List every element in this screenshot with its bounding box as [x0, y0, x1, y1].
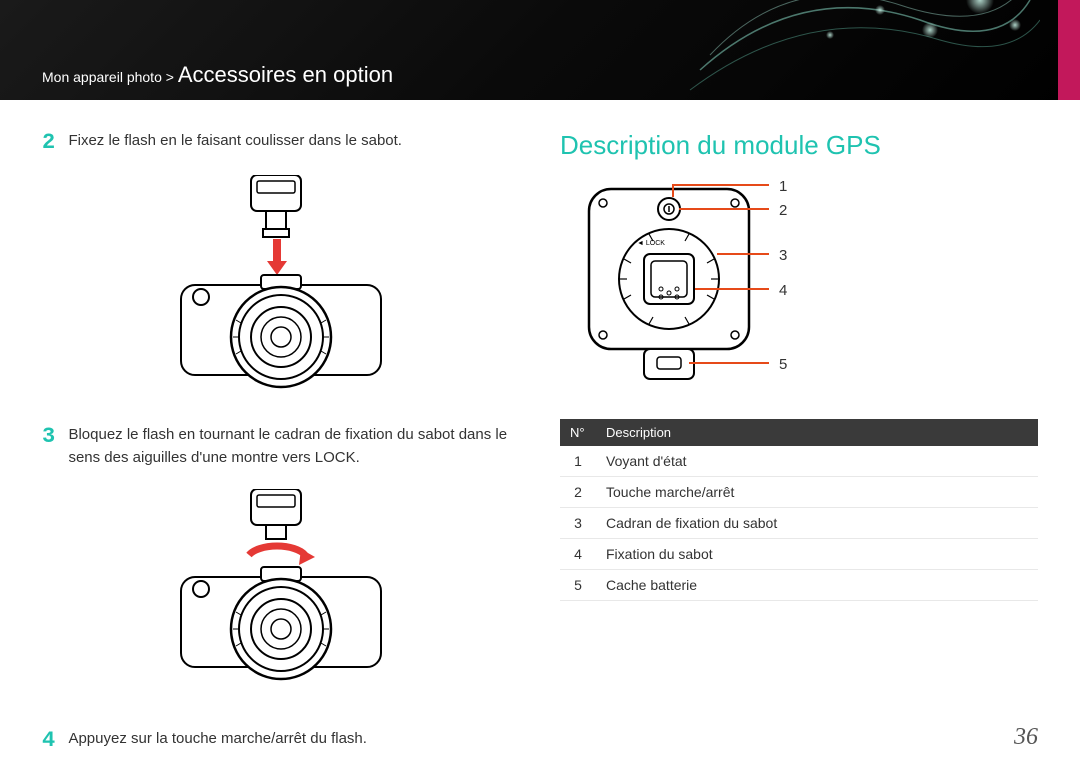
step-text: Bloquez le flash en tournant le cadran d… — [68, 424, 518, 469]
table-cell-num: 2 — [560, 477, 596, 508]
step-text: Fixez le flash en le faisant coulisser d… — [68, 132, 402, 149]
right-column: Description du module GPS — [560, 130, 1038, 773]
step-4: 4 Appuyez sur la touche marche/arrêt du … — [42, 728, 520, 753]
illustration-flash-slide — [42, 175, 520, 400]
table-cell-num: 4 — [560, 539, 596, 570]
page-number: 36 — [1014, 724, 1038, 751]
breadcrumb-current: Accessoires en option — [178, 62, 393, 87]
page-header: Mon appareil photo > Accessoires en opti… — [0, 0, 1080, 100]
callout-3: 3 — [779, 247, 787, 264]
svg-text:◄ LOCK: ◄ LOCK — [637, 240, 665, 247]
table-cell-num: 1 — [560, 446, 596, 477]
table-cell-desc: Fixation du sabot — [596, 539, 1038, 570]
step-number: 4 — [42, 728, 64, 753]
breadcrumb-prefix: Mon appareil photo > — [42, 69, 174, 85]
table-cell-desc: Cadran de fixation du sabot — [596, 508, 1038, 539]
illustration-flash-lock — [42, 489, 520, 704]
callout-5: 5 — [779, 356, 787, 373]
table-row: 4 Fixation du sabot — [560, 539, 1038, 570]
table-row: 1 Voyant d'état — [560, 446, 1038, 477]
table-row: 3 Cadran de fixation du sabot — [560, 508, 1038, 539]
step-2: 2 Fixez le flash en le faisant coulisser… — [42, 130, 520, 155]
illustration-gps-module: ◄ LOCK — [560, 179, 1038, 399]
table-cell-desc: Voyant d'état — [596, 446, 1038, 477]
left-column: 2 Fixez le flash en le faisant coulisser… — [42, 130, 520, 773]
gps-description-table: N° Description 1 Voyant d'état 2 Touche … — [560, 419, 1038, 601]
table-cell-desc: Cache batterie — [596, 570, 1038, 601]
breadcrumb: Mon appareil photo > Accessoires en opti… — [42, 62, 393, 88]
table-header-desc: Description — [596, 419, 1038, 446]
table-row: 5 Cache batterie — [560, 570, 1038, 601]
callout-1: 1 — [779, 179, 787, 195]
callout-2: 2 — [779, 202, 787, 219]
table-header-num: N° — [560, 419, 596, 446]
step-number: 2 — [42, 130, 64, 155]
section-color-tab — [1058, 0, 1080, 100]
table-cell-desc: Touche marche/arrêt — [596, 477, 1038, 508]
step-text: Appuyez sur la touche marche/arrêt du fl… — [68, 730, 367, 747]
callout-4: 4 — [779, 282, 787, 299]
table-cell-num: 5 — [560, 570, 596, 601]
table-row: 2 Touche marche/arrêt — [560, 477, 1038, 508]
table-cell-num: 3 — [560, 508, 596, 539]
step-3: 3 Bloquez le flash en tournant le cadran… — [42, 424, 520, 469]
step-number: 3 — [42, 424, 64, 449]
page-content: 2 Fixez le flash en le faisant coulisser… — [0, 100, 1080, 783]
section-title: Description du module GPS — [560, 130, 1038, 161]
header-decorative-swirl — [680, 0, 1040, 100]
